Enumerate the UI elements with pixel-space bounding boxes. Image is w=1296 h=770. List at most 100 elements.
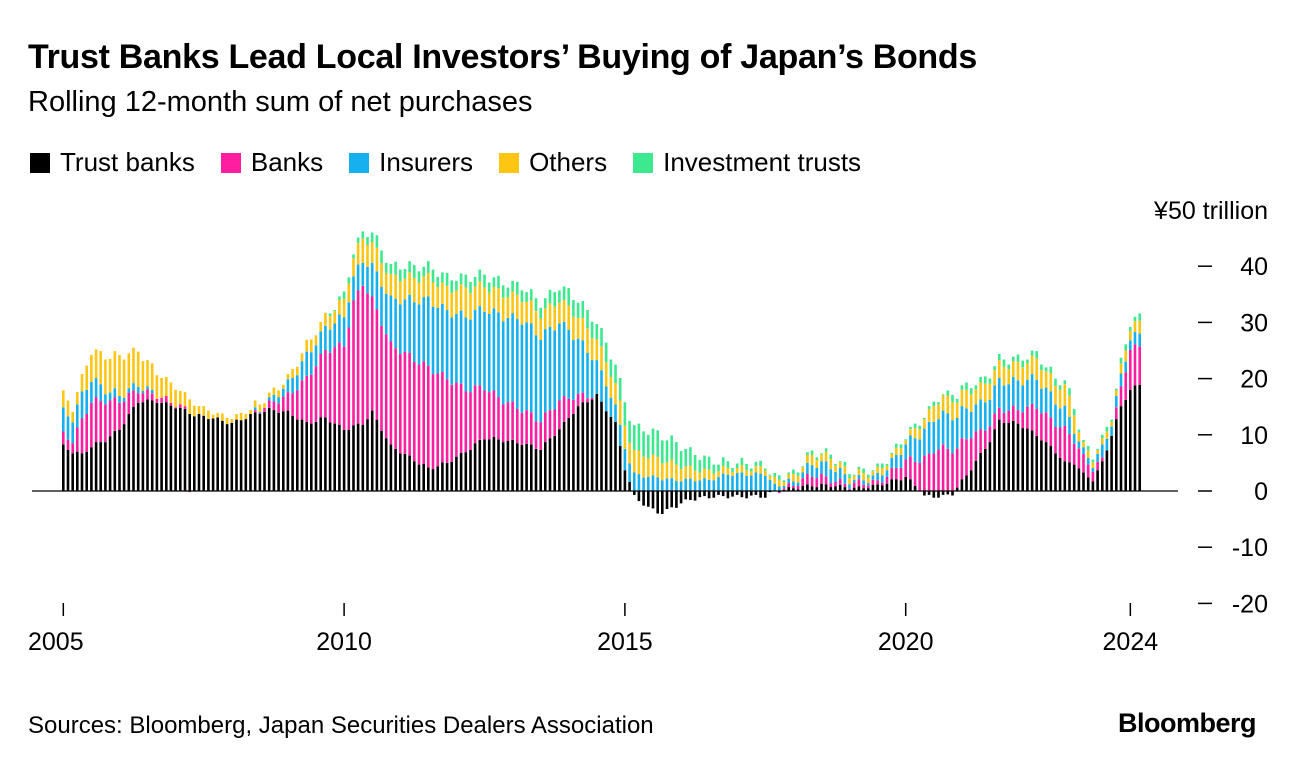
bar-segment-others [122, 359, 126, 398]
bar-segment-insurers [1016, 380, 1020, 411]
bar-segment-banks [534, 421, 538, 449]
bar-segment-others [792, 474, 795, 482]
bar-segment-insurers [94, 378, 98, 398]
bar-segment-banks [806, 473, 809, 485]
bar-segment-investment_trusts [487, 282, 491, 293]
bar-segment-others [207, 410, 210, 419]
bar-segment-banks [179, 404, 182, 408]
bar-segment-insurers [829, 469, 833, 484]
bar-segment-insurers [1007, 384, 1010, 411]
bar-segment-trust_banks [183, 408, 187, 491]
bar-segment-insurers [85, 389, 88, 414]
bar-segment-banks [1002, 412, 1006, 423]
bar-segment-insurers [590, 360, 594, 398]
bar-segment-banks [1091, 471, 1095, 482]
bar-segment-investment_trusts [796, 472, 800, 476]
bar-segment-trust_banks [558, 429, 561, 491]
bar-segment-others [445, 285, 449, 311]
bar-segment-banks [525, 410, 528, 444]
bar-segment-trust_banks [656, 491, 659, 514]
bar-segment-investment_trusts [356, 237, 360, 244]
bar-segment-banks [1054, 426, 1057, 454]
bar-segment-trust_banks [520, 444, 524, 491]
bar-segment-trust_banks [328, 422, 332, 491]
bar-segment-investment_trusts [703, 455, 706, 469]
bar-segment-insurers [623, 448, 627, 471]
bar-segment-others [988, 383, 992, 400]
bar-segment-insurers [80, 391, 84, 419]
bar-segment-trust_banks [539, 450, 542, 491]
bar-segment-others [361, 238, 365, 263]
bar-segment-others [974, 389, 978, 405]
bar-segment-others [319, 321, 322, 332]
x-tick-label: 2010 [316, 628, 372, 656]
bar-segment-others [169, 382, 173, 403]
bar-segment-trust_banks [562, 421, 566, 491]
bar-segment-insurers [356, 264, 360, 291]
bar-segment-trust_banks [492, 437, 496, 491]
bar-segment-banks [469, 392, 472, 450]
bar-segment-insurers [1049, 391, 1053, 418]
bar-segment-banks [459, 383, 463, 453]
bar-segment-banks [291, 393, 294, 416]
bar-segment-others [104, 359, 107, 395]
bar-segment-investment_trusts [399, 269, 402, 282]
bar-segment-banks [829, 483, 833, 487]
bar-segment-investment_trusts [927, 406, 931, 409]
bar-segment-banks [417, 364, 421, 465]
bar-segment-investment_trusts [1016, 354, 1020, 362]
bar-segment-banks [501, 404, 505, 443]
bar-segment-others [469, 293, 472, 320]
bar-segment-banks [319, 353, 322, 418]
bar-segment-banks [66, 439, 70, 450]
bar-segment-investment_trusts [501, 285, 505, 298]
bar-segment-others [338, 299, 341, 315]
bar-segment-others [422, 276, 425, 298]
bar-segment-trust_banks [698, 491, 702, 498]
bar-segment-others [267, 392, 271, 398]
bar-segment-trust_banks [534, 448, 538, 491]
bar-segment-investment_trusts [614, 364, 617, 384]
bar-segment-investment_trusts [506, 287, 510, 298]
bar-segment-insurers [1072, 433, 1076, 444]
bar-segment-others [282, 384, 285, 389]
bar-segment-others [520, 302, 524, 325]
bar-segment-insurers [66, 416, 70, 440]
bar-segment-insurers [871, 475, 875, 480]
bar-segment-others [413, 278, 416, 303]
bar-segment-investment_trusts [876, 463, 879, 467]
bar-segment-others [670, 459, 673, 478]
bar-segment-banks [356, 290, 360, 424]
bar-segment-insurers [927, 421, 931, 454]
bar-segment-trust_banks [1049, 446, 1053, 491]
bar-segment-investment_trusts [1063, 380, 1067, 385]
bar-segment-banks [1129, 349, 1132, 390]
bar-segment-others [417, 282, 421, 305]
bar-segment-others [263, 403, 266, 408]
bar-segment-investment_trusts [623, 402, 627, 426]
bar-segment-insurers [726, 474, 730, 491]
bar-segment-banks [1012, 405, 1015, 421]
bar-segment-trust_banks [150, 400, 154, 491]
bar-segment-insurers [380, 287, 383, 326]
y-tick-label: 30 [1240, 309, 1268, 337]
bar-segment-trust_banks [642, 491, 645, 506]
bar-segment-investment_trusts [1002, 359, 1006, 367]
bar-segment-others [1115, 390, 1118, 396]
bar-segment-others [483, 287, 486, 312]
bar-segment-others [993, 370, 996, 386]
bar-segment-investment_trusts [937, 402, 940, 405]
bar-segment-insurers [993, 385, 996, 414]
bar-segment-investment_trusts [333, 310, 336, 312]
y-tick-label: -10 [1232, 534, 1268, 562]
bar-segment-investment_trusts [965, 382, 968, 390]
bar-segment-banks [136, 393, 140, 403]
bar-segment-investment_trusts [675, 442, 678, 465]
bar-segment-insurers [867, 483, 870, 486]
bar-segment-others [937, 404, 940, 420]
bar-segment-insurers [413, 302, 416, 362]
bar-segment-others [890, 453, 893, 458]
bar-segment-trust_banks [314, 421, 318, 491]
bar-segment-insurers [843, 474, 847, 484]
bar-segment-investment_trusts [408, 261, 411, 273]
